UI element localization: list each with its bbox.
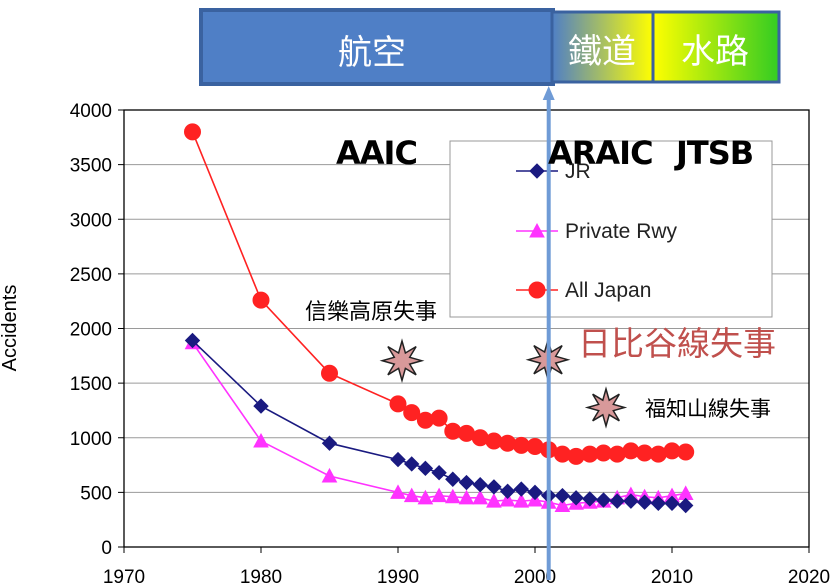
data-point-all-japan <box>430 409 448 427</box>
y-tick-label: 3500 <box>70 156 112 177</box>
data-point-all-japan <box>677 443 695 461</box>
data-point-jr <box>623 493 639 509</box>
y-tick-label: 2000 <box>70 320 112 341</box>
data-point-jr <box>568 490 584 506</box>
legend-marker <box>529 222 545 238</box>
data-point-all-japan <box>184 123 201 141</box>
band-rail <box>550 10 655 84</box>
data-point-private-rwy <box>431 487 447 503</box>
data-point-private-rwy <box>554 497 571 512</box>
data-point-jr <box>664 495 680 512</box>
x-axis-ticks: 1970 1980 1990 2000 2010 2020 <box>103 547 830 587</box>
y-tick-label: 1000 <box>70 429 112 450</box>
annotation-fukuchiyama: 福知山線失事 <box>645 397 771 421</box>
data-point-all-japan <box>389 395 407 413</box>
series-layer <box>184 123 695 514</box>
band-air-label: 航空 <box>338 33 406 73</box>
agency-araic: ARAIC <box>548 134 653 172</box>
x-tick-label: 2000 <box>514 567 556 587</box>
data-point-jr <box>431 465 447 481</box>
y-tick-label: 2500 <box>70 265 112 286</box>
x-tick-label: 1970 <box>103 567 145 587</box>
annotation-shigaraki: 信樂高原失事 <box>305 300 437 325</box>
mode-bands: 航空 鐵道 水路 <box>199 8 781 86</box>
band-rail-label: 鐵道 <box>568 32 636 72</box>
y-axis-ticks: 0 500 1000 1500 2000 2500 3000 3500 4000 <box>70 101 124 559</box>
data-point-jr <box>677 497 694 514</box>
data-point-jr <box>458 474 475 491</box>
data-point-jr <box>636 494 653 510</box>
data-point-jr <box>609 493 625 509</box>
x-tick-label: 1980 <box>240 567 282 587</box>
data-point-private-rwy <box>513 493 530 508</box>
series-all-japan <box>184 123 695 465</box>
data-point-private-rwy <box>417 489 434 505</box>
data-point-jr <box>472 477 488 493</box>
agency-aaic: AAIC <box>336 134 417 172</box>
data-point-jr <box>403 456 420 472</box>
x-tick-label: 2020 <box>788 567 830 587</box>
data-point-jr <box>486 479 502 495</box>
data-point-private-rwy <box>444 488 461 504</box>
legend: JR Private Rwy All Japan <box>449 140 773 318</box>
data-point-private-rwy <box>321 467 338 483</box>
data-point-private-rwy <box>677 485 694 500</box>
y-tick-label: 0 <box>101 538 112 559</box>
y-tick-label: 4000 <box>70 101 112 122</box>
event-bursts <box>379 337 628 429</box>
data-point-all-japan <box>252 291 270 309</box>
y-tick-label: 1500 <box>70 374 112 395</box>
data-point-jr <box>595 492 612 508</box>
y-tick-label: 500 <box>80 483 112 504</box>
data-point-private-rwy <box>390 484 406 499</box>
annotation-hibiya: 日比谷線失事 <box>578 324 776 363</box>
x-tick-label: 2010 <box>651 567 693 587</box>
data-point-jr <box>253 398 269 414</box>
data-point-all-japan <box>321 364 338 382</box>
legend-label: All Japan <box>565 279 651 302</box>
data-point-private-rwy <box>499 491 516 507</box>
agency-jtsb: JTSB <box>674 134 753 172</box>
data-point-jr <box>417 460 434 477</box>
legend-box <box>449 140 773 318</box>
series-jr <box>184 332 694 514</box>
x-tick-label: 1990 <box>377 567 419 587</box>
legend-label: JR <box>565 160 591 183</box>
legend-label: Private Rwy <box>565 220 678 243</box>
data-point-private-rwy <box>458 489 475 505</box>
data-point-jr <box>527 484 543 501</box>
marker-arrow-icon <box>542 86 555 100</box>
data-point-jr <box>513 481 530 497</box>
legend-marker <box>529 163 545 179</box>
data-point-private-rwy <box>472 489 489 505</box>
data-point-all-japan <box>403 404 421 422</box>
y-tick-label: 3000 <box>70 210 112 231</box>
band-marine-label: 水路 <box>681 32 749 72</box>
data-point-jr <box>554 487 571 504</box>
data-point-jr <box>321 435 338 451</box>
data-point-private-rwy <box>253 432 269 448</box>
band-marine <box>651 10 781 84</box>
data-point-private-rwy <box>403 487 420 503</box>
data-point-jr <box>650 495 667 512</box>
data-point-private-rwy <box>486 493 502 508</box>
data-point-jr <box>445 471 461 487</box>
band-air <box>199 8 555 86</box>
data-point-jr <box>582 491 598 507</box>
y-axis-label: Accidents <box>0 285 21 372</box>
data-point-jr <box>499 483 516 499</box>
data-point-jr <box>390 451 406 468</box>
legend-marker <box>528 281 546 299</box>
burst-shigaraki-icon <box>379 338 425 384</box>
data-point-jr <box>184 332 201 349</box>
burst-fukuchiyama-icon <box>584 386 628 429</box>
